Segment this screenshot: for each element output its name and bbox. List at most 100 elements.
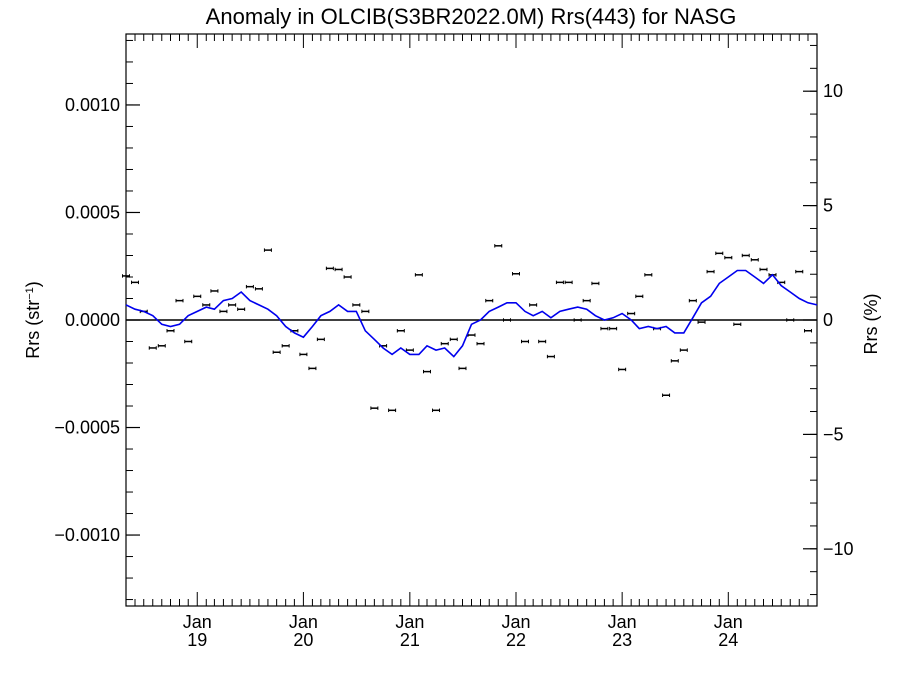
anomaly-point — [573, 318, 582, 322]
anomaly-point — [600, 326, 609, 331]
anomaly-point — [750, 258, 759, 262]
anomaly-point — [591, 281, 600, 286]
anomaly-point — [494, 244, 503, 248]
anomaly-point — [706, 269, 715, 274]
anomaly-point — [670, 359, 679, 363]
anomaly-point — [175, 298, 184, 303]
anomaly-point — [555, 280, 564, 285]
x-tick-label-year: 24 — [718, 630, 738, 650]
chart-title: Anomaly in OLCIB(S3BR2022.0M) Rrs(443) f… — [206, 4, 737, 29]
y-tick-label-left: −0.0010 — [54, 525, 120, 545]
anomaly-point — [308, 366, 317, 371]
anomaly-point — [334, 267, 343, 272]
anomaly-point — [299, 352, 308, 357]
anomaly-point — [219, 309, 228, 314]
x-tick-label-year: 21 — [400, 630, 420, 650]
anomaly-point — [759, 267, 768, 272]
anomaly-point — [388, 408, 397, 413]
anomaly-point — [263, 248, 272, 252]
x-tick-label-month: Jan — [714, 612, 743, 632]
anomaly-point — [281, 344, 290, 348]
anomaly-point — [396, 329, 405, 333]
anomaly-point — [733, 322, 742, 327]
anomaly-point — [467, 333, 476, 337]
anomaly-point — [193, 294, 202, 299]
anomaly-point — [529, 303, 538, 307]
anomaly-point — [688, 298, 697, 303]
anomaly-point — [697, 320, 706, 324]
x-tick-label-month: Jan — [183, 612, 212, 632]
anomaly-point — [627, 311, 636, 316]
anomaly-point — [679, 348, 688, 352]
anomaly-point — [166, 329, 175, 333]
anomaly-point — [272, 350, 281, 354]
anomaly-point — [237, 307, 246, 311]
anomaly-point — [564, 280, 573, 285]
y-tick-label-right: 5 — [823, 196, 833, 216]
anomaly-point — [502, 318, 511, 322]
y-tick-label-right: 10 — [823, 81, 843, 101]
anomaly-point — [343, 275, 352, 279]
anomaly-point — [361, 309, 370, 314]
anomaly-point — [131, 280, 140, 285]
y-axis-left-label: Rrs (str−1) — [23, 281, 43, 359]
anomaly-point — [476, 341, 485, 346]
anomaly-point — [618, 367, 627, 372]
x-tick-label-month: Jan — [395, 612, 424, 632]
anomaly-point — [741, 253, 750, 258]
anomaly-point — [609, 326, 618, 331]
x-tick-label-year: 19 — [187, 630, 207, 650]
running-mean-line — [125, 269, 818, 358]
x-tick-label-month: Jan — [501, 612, 530, 632]
anomaly-point — [157, 344, 166, 348]
anomaly-point — [440, 341, 449, 346]
x-tick-label-month: Jan — [289, 612, 318, 632]
anomaly-point — [254, 287, 263, 291]
anomaly-point — [715, 251, 724, 256]
left-y-axis: 0.0010 0.0005 0.0000 −0.0005 −0.0010 — [54, 95, 140, 545]
anomaly-point — [485, 298, 494, 303]
y-tick-label-right: −10 — [823, 539, 854, 559]
anomaly-point — [432, 408, 441, 413]
x-tick-label-year: 23 — [612, 630, 632, 650]
anomaly-point — [245, 284, 254, 289]
anomaly-point — [449, 337, 458, 342]
anomaly-point — [210, 289, 219, 293]
y-tick-label-right: −5 — [823, 424, 844, 444]
anomaly-points — [122, 244, 812, 413]
anomaly-point — [644, 273, 653, 277]
anomaly-point — [662, 393, 671, 397]
anomaly-point — [724, 255, 733, 260]
anomaly-point — [795, 269, 804, 274]
anomaly-point — [803, 329, 812, 333]
x-tick-label-month: Jan — [608, 612, 637, 632]
x-tick-label-year: 22 — [506, 630, 526, 650]
y-tick-label-right: 0 — [823, 310, 833, 330]
anomaly-point — [405, 348, 414, 352]
y-tick-label-left: 0.0010 — [65, 95, 120, 115]
anomaly-point — [228, 303, 237, 307]
anomaly-point — [538, 339, 547, 344]
anomaly-point — [352, 303, 361, 307]
anomaly-point — [414, 273, 423, 277]
anomaly-point — [148, 346, 157, 350]
anomaly-point — [316, 337, 325, 342]
anomaly-point — [325, 266, 334, 271]
y-axis-right-label: Rrs (%) — [861, 294, 881, 355]
anomaly-point — [202, 303, 211, 307]
anomaly-point — [370, 406, 379, 410]
anomaly-point — [122, 274, 130, 278]
y-tick-label-left: −0.0005 — [54, 418, 120, 438]
y-tick-label-left: 0.0005 — [65, 202, 120, 222]
anomaly-point — [521, 339, 530, 344]
x-tick-label-year: 20 — [293, 630, 313, 650]
y-tick-label-left: 0.0000 — [65, 310, 120, 330]
anomaly-point — [511, 272, 520, 276]
anomaly-point — [423, 369, 432, 374]
anomaly-point — [546, 354, 555, 359]
anomaly-point — [582, 298, 591, 303]
anomaly-point — [635, 294, 644, 299]
anomaly-point — [786, 318, 795, 322]
